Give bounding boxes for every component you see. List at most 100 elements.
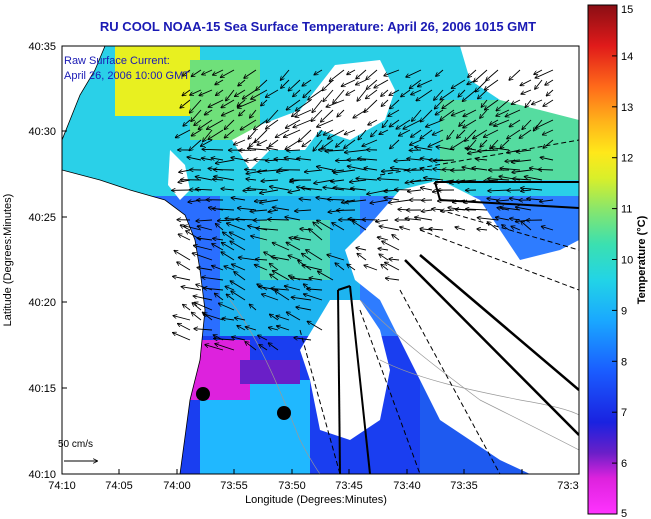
current-vector	[465, 129, 477, 141]
current-vector	[306, 250, 323, 261]
current-vector	[378, 248, 389, 250]
colorbar: 15 14 13 12 11 10 9 8 7 6 5 Temperature (°C)	[587, 4, 648, 519]
current-vector	[543, 139, 554, 148]
current-vector	[447, 129, 455, 139]
current-vector	[330, 69, 345, 81]
current-vector	[353, 221, 367, 231]
current-vector	[221, 99, 235, 108]
current-vector	[317, 220, 334, 231]
x-tick-label: 73:50	[278, 480, 306, 492]
current-vector	[275, 291, 290, 301]
current-vector	[379, 129, 389, 134]
current-vector	[317, 129, 323, 136]
current-vector	[257, 139, 268, 145]
current-vector	[411, 129, 422, 137]
x-tick-label: 74:00	[163, 480, 191, 492]
current-vector	[326, 99, 345, 107]
current-vector	[260, 199, 279, 203]
current-vector	[535, 119, 554, 128]
current-vector	[196, 220, 213, 221]
current-vector	[510, 198, 521, 200]
current-vector	[216, 89, 224, 95]
current-vector	[486, 69, 499, 80]
current-vector	[309, 278, 323, 280]
current-vector	[356, 248, 367, 250]
current-vector	[321, 109, 334, 122]
current-vector	[525, 99, 532, 107]
current-vector	[216, 159, 235, 163]
nodata-south-patch	[300, 300, 390, 440]
current-vector	[426, 119, 444, 127]
current-vector	[463, 109, 477, 116]
current-vector	[341, 79, 356, 86]
current-vector	[197, 226, 213, 231]
current-vector	[435, 99, 444, 109]
current-vector	[276, 316, 290, 321]
current-vector	[303, 89, 312, 97]
current-vector	[381, 99, 389, 106]
current-vector	[268, 219, 290, 220]
current-vector	[433, 169, 444, 170]
current-vector	[421, 188, 433, 190]
current-vector	[332, 223, 345, 231]
current-vector	[216, 224, 224, 231]
current-vector	[177, 262, 191, 271]
sst-region-yellow-north	[115, 46, 200, 116]
current-vector	[234, 272, 246, 281]
current-vector	[211, 158, 224, 160]
current-vector	[325, 150, 345, 151]
current-vector	[178, 234, 191, 241]
current-vector	[466, 209, 488, 210]
current-vector	[521, 188, 543, 190]
current-vector	[295, 109, 312, 117]
current-vector	[197, 238, 213, 240]
colorbar-tick-label: 14	[621, 51, 633, 63]
current-vector	[288, 255, 301, 261]
current-vector	[389, 199, 411, 203]
current-vector	[323, 89, 334, 101]
x-tick-label: 74:05	[105, 480, 133, 492]
current-vector	[473, 129, 488, 139]
current-vector	[435, 109, 444, 115]
current-vector	[176, 129, 191, 138]
colorbar-tick-label: 15	[621, 4, 633, 16]
current-vector	[308, 89, 323, 100]
current-vector	[198, 119, 213, 129]
colorbar-tick-label: 7	[621, 407, 627, 419]
current-vector	[239, 109, 246, 116]
x-tick-label: 73:45	[335, 480, 363, 492]
current-vector	[230, 241, 246, 251]
current-vector	[480, 109, 488, 118]
current-vector	[390, 119, 400, 127]
map-plot	[62, 46, 579, 474]
current-vector	[532, 99, 543, 104]
current-vector	[507, 129, 521, 139]
current-vector	[385, 262, 400, 271]
current-vector	[272, 243, 290, 251]
colorbar-tick-label: 6	[621, 458, 627, 470]
current-vector	[225, 129, 235, 138]
current-vector	[266, 119, 279, 129]
current-vector	[480, 139, 488, 147]
current-vector	[415, 147, 433, 151]
current-vector	[231, 198, 246, 200]
current-vector	[358, 129, 367, 140]
current-vector	[392, 235, 400, 241]
nodata-east-patch	[345, 180, 579, 474]
current-vector	[213, 69, 224, 75]
current-vector	[346, 89, 356, 95]
current-vector	[378, 179, 400, 180]
current-vector	[491, 148, 510, 151]
current-vector	[244, 69, 257, 78]
x-axis-label: Longitude (Degrees:Minutes)	[245, 494, 387, 506]
current-vector	[173, 316, 191, 321]
current-vector	[500, 139, 510, 148]
current-vector	[258, 170, 279, 172]
current-vector	[212, 266, 224, 271]
current-vector	[212, 244, 224, 251]
current-vector	[547, 89, 554, 96]
current-vector	[522, 119, 532, 129]
current-vector	[205, 109, 213, 115]
current-vector	[381, 89, 389, 96]
current-vector	[226, 294, 235, 301]
